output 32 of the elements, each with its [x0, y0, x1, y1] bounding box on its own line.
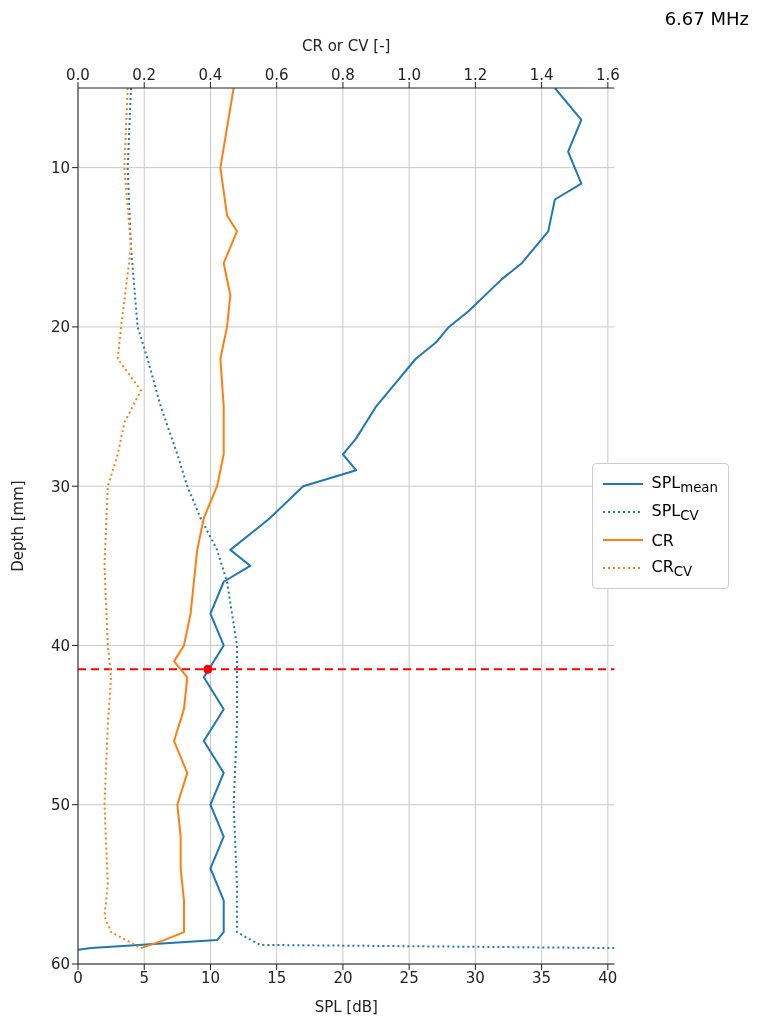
x-tick-label: 30: [465, 968, 485, 987]
x2-tick-label: 1.6: [595, 66, 620, 84]
x2-tick-label: 0.2: [132, 66, 157, 84]
x2-tick-label: 0.8: [330, 66, 355, 84]
x2-tick-label: 0.4: [198, 66, 223, 84]
y-tick-label: 10: [50, 158, 70, 177]
legend-label: CR: [651, 530, 674, 550]
y-axis-title: Depth [mm]: [9, 480, 28, 572]
x-tick-label: 20: [333, 968, 353, 987]
x-tick-label: 10: [200, 968, 221, 987]
x2-tick-label: 1.4: [529, 66, 554, 84]
y-tick-label: 20: [50, 318, 70, 337]
legend-label: CR$_{CV}$: [651, 556, 693, 580]
x-tick-label: 5: [139, 968, 149, 987]
legend-label: SPL$_{mean}$: [651, 472, 718, 496]
x-tick-label: 35: [532, 968, 552, 987]
y-tick-label: 40: [50, 636, 70, 655]
text: 6.67 MHz: [663, 8, 750, 29]
x2-tick-label: 0.6: [264, 66, 289, 84]
y-tick-label: 50: [50, 796, 70, 815]
y-tick-label: 60: [50, 955, 70, 974]
x-tick-label: 0: [73, 968, 83, 987]
x2-tick-label: 1.2: [463, 66, 488, 84]
x-tick-label: 25: [399, 968, 419, 987]
x-axis-title: SPL [dB]: [314, 998, 378, 1016]
x-tick-label: 15: [267, 968, 287, 987]
x2-tick-label: 1.0: [397, 66, 422, 84]
y-tick-label: 30: [50, 477, 70, 496]
x-tick-label: 40: [598, 968, 618, 987]
x2-axis-title: CR or CV [-]: [302, 36, 391, 55]
x2-tick-label: 0.0: [66, 66, 90, 84]
legend-label: SPL$_{CV}$: [651, 500, 699, 524]
